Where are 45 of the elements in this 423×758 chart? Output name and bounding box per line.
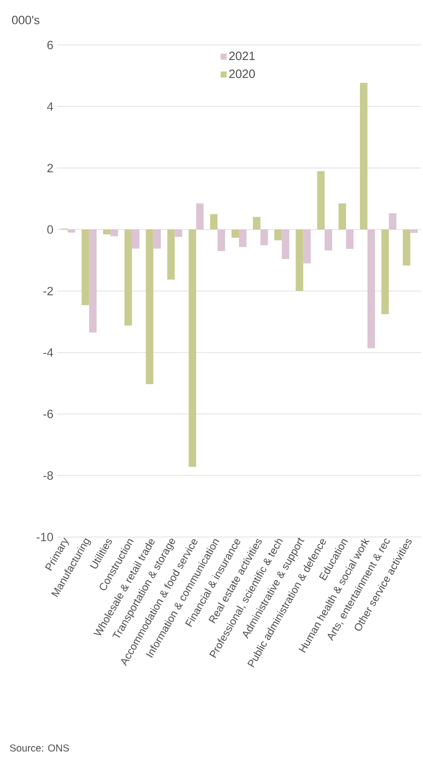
y-tick-label: -4 [43,348,54,357]
bar [360,82,368,230]
legend-label: 2021 [229,52,255,60]
y-tick-label: -6 [43,410,53,418]
bar [388,213,396,230]
y-tick-label: 4 [47,102,54,111]
bar [346,230,354,249]
bar [231,230,239,238]
y-tick-label: 6 [47,40,53,50]
bar [402,230,410,266]
legend-label: 2020 [229,70,255,78]
bar [260,230,268,246]
source-note: Source: ONS [10,744,69,752]
bar [282,230,290,260]
bar [238,230,246,248]
bar [252,216,260,230]
bar [132,230,140,249]
bar [68,230,76,233]
bar [324,230,332,250]
bar [317,171,325,230]
bar [103,230,111,234]
bar [296,230,304,292]
y-tick-label: -8 [43,471,53,480]
y-tick-label: 0 [47,225,53,234]
y-axis-title: 000's [12,16,40,24]
bar [89,230,97,333]
bar [338,203,346,230]
y-tick-label: 2 [47,164,53,172]
bar [210,214,218,230]
bar [410,230,418,233]
bar [110,230,118,236]
bar [367,230,375,348]
bar [274,230,282,240]
y-tick-label: -2 [43,286,53,296]
bar [381,230,389,314]
bar [218,230,226,252]
bar [146,230,154,384]
bar [82,230,90,306]
bar [188,230,196,467]
bar [196,203,204,230]
bar [303,230,311,264]
bar [174,230,182,237]
bar [153,230,161,249]
bar [167,230,175,280]
bar [124,230,132,326]
